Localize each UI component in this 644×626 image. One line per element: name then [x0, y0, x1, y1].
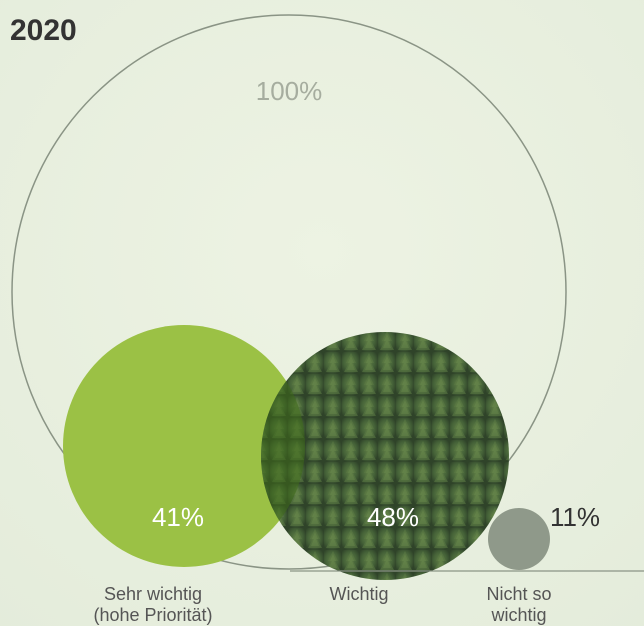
- total-label: 100%: [256, 76, 323, 106]
- value-label-nicht-so-wichtig: 11%: [550, 502, 600, 532]
- category-label-nicht-so-wichtig-line1: Nicht so: [486, 584, 551, 604]
- bubble-nicht-so-wichtig: [488, 508, 550, 570]
- value-label-wichtig: 48%: [367, 502, 419, 532]
- category-label-sehr-wichtig-line1: Sehr wichtig: [104, 584, 202, 604]
- category-label-nicht-so-wichtig-line2: wichtig: [490, 605, 546, 625]
- bubble-sehr-wichtig: [63, 325, 305, 567]
- total-outline-circle: [11, 14, 567, 570]
- chart-title: 2020: [10, 14, 77, 47]
- bubble-wichtig: [261, 332, 509, 580]
- category-label-wichtig: Wichtig: [329, 584, 388, 604]
- value-label-sehr-wichtig: 41%: [152, 502, 204, 532]
- category-label-sehr-wichtig-line2: (hohe Priorität): [93, 605, 212, 625]
